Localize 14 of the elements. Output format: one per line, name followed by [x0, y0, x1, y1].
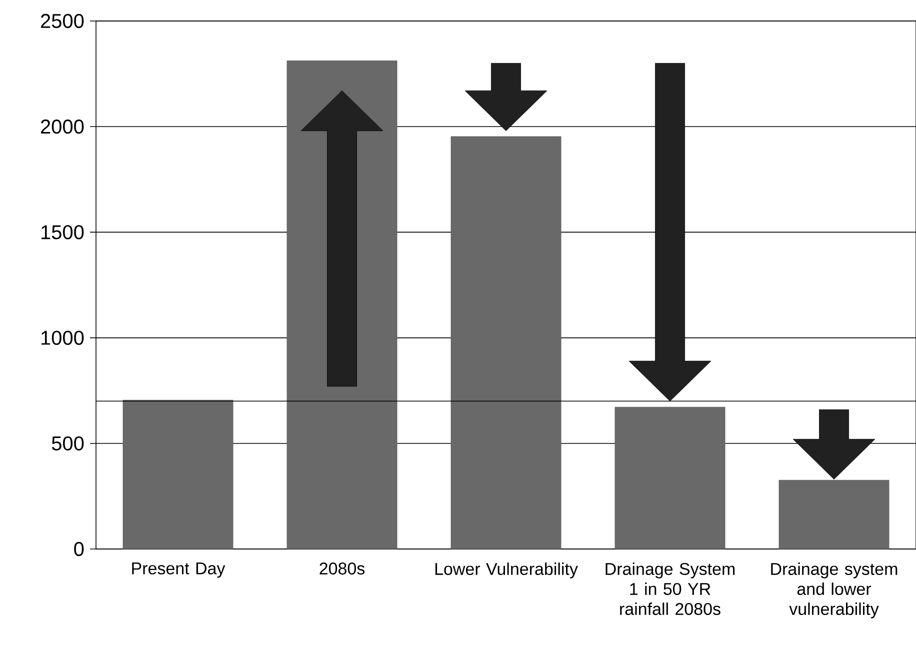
- y-tick-label: 0: [74, 542, 84, 556]
- bar: [614, 406, 726, 550]
- y-tick-label: 1000: [42, 330, 84, 345]
- x-tick-label: Lower Vulnerability: [435, 562, 578, 578]
- x-tick-label: 2080s: [320, 562, 365, 575]
- y-tick-label: 500: [52, 436, 84, 450]
- y-tick-label: 2000: [40, 120, 84, 134]
- bar: [122, 400, 234, 550]
- bar: [450, 136, 562, 550]
- x-tick-label: Drainage System 1 in 50 YR rainfall 2080s: [606, 562, 735, 616]
- y-tick-label: 2500: [40, 14, 84, 28]
- x-tick-label: Present Day: [132, 562, 226, 578]
- x-tick-label: Drainage system and lower vulnerability: [771, 562, 898, 618]
- y-tick-label: 1500: [42, 225, 84, 240]
